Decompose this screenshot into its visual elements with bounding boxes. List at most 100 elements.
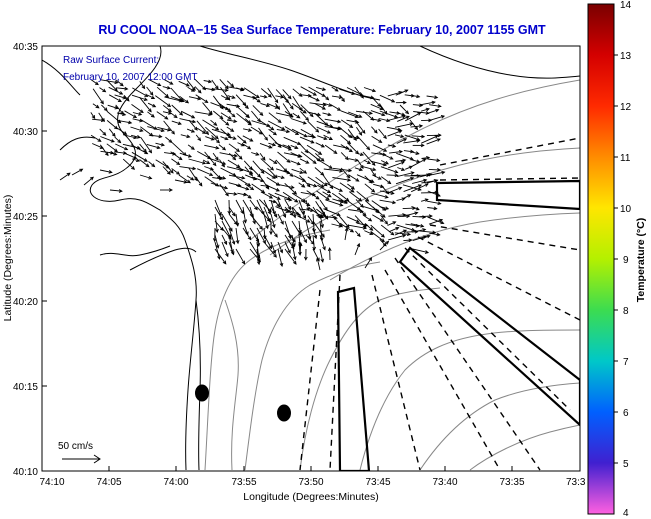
current-vector-head <box>131 166 136 170</box>
current-vector-head <box>133 155 138 160</box>
current-vector-head <box>152 103 157 108</box>
current-vector <box>270 227 278 238</box>
current-vector-head <box>408 238 413 243</box>
current-vector <box>210 119 217 126</box>
current-vector <box>147 102 156 108</box>
current-vector-head <box>436 138 441 142</box>
current-vector-head <box>360 203 364 208</box>
current-vector <box>380 166 398 173</box>
current-vector <box>92 143 104 149</box>
current-vector-head <box>263 235 267 240</box>
current-vector <box>243 128 252 132</box>
current-vector-head <box>222 146 227 151</box>
current-vector <box>164 96 183 102</box>
current-vector-head <box>435 108 440 113</box>
current-vector <box>348 174 359 182</box>
current-vector <box>319 220 323 241</box>
current-vector <box>291 206 296 218</box>
current-vector-head <box>389 156 394 160</box>
current-vector <box>277 213 284 225</box>
current-vector <box>290 160 301 165</box>
current-vector-head <box>178 156 183 161</box>
current-vector-head <box>362 212 367 217</box>
current-vector <box>259 95 267 98</box>
current-vector-head <box>167 103 172 108</box>
current-vector-head <box>276 203 281 208</box>
current-vector-head <box>249 172 253 177</box>
current-vector-head <box>187 154 193 158</box>
current-vector <box>170 96 185 102</box>
current-vector-head <box>337 126 342 131</box>
current-vector-head <box>268 195 274 199</box>
current-vector-head <box>320 171 325 176</box>
current-vector <box>411 94 420 98</box>
colorbar-label: Temperature (°C) <box>635 218 647 303</box>
current-vector-head <box>232 156 237 161</box>
current-vector-head <box>360 164 364 170</box>
current-vector-head <box>394 114 399 119</box>
current-vector <box>405 165 413 170</box>
current-vector <box>331 95 343 99</box>
current-vector-head <box>414 211 419 216</box>
current-vector-head <box>247 128 253 132</box>
current-vector-head <box>224 136 229 141</box>
current-vector-head <box>369 231 374 235</box>
current-vector <box>235 248 245 265</box>
polygon-southeast <box>398 246 580 427</box>
current-vector-head <box>355 135 360 140</box>
current-vector <box>260 191 273 199</box>
current-vector <box>171 168 180 175</box>
current-vector-head <box>358 114 363 118</box>
current-vector-head <box>296 211 301 216</box>
current-vector-head <box>347 178 352 182</box>
current-vector <box>148 161 155 167</box>
current-vector-head <box>271 142 277 147</box>
current-vector <box>219 152 237 157</box>
current-vector <box>379 94 395 103</box>
current-vector-head <box>337 119 342 124</box>
current-vector <box>140 119 158 130</box>
current-vector-head <box>197 96 202 101</box>
current-vector <box>332 177 351 181</box>
current-vector <box>307 120 319 133</box>
current-vector-head <box>358 131 363 136</box>
current-vector-head <box>139 128 144 132</box>
current-vector <box>228 136 236 140</box>
current-vector <box>323 175 333 189</box>
current-vector-head <box>390 231 395 236</box>
current-vector-head <box>94 81 99 86</box>
current-vector-head <box>420 224 425 228</box>
current-vector <box>211 88 228 91</box>
current-vector-head <box>214 156 219 161</box>
current-vector-head <box>392 144 397 148</box>
current-vector-head <box>100 118 106 123</box>
current-vector-head <box>320 184 325 188</box>
current-vector <box>346 216 360 223</box>
current-vector-head <box>219 115 224 120</box>
current-vector <box>410 158 426 168</box>
current-vector-head <box>222 176 227 180</box>
current-vector <box>162 111 172 114</box>
current-vector <box>114 136 121 143</box>
current-vector-head <box>402 158 407 163</box>
current-vector-head <box>362 226 368 230</box>
current-vector-head <box>311 192 317 197</box>
current-vector-head <box>257 118 261 123</box>
buoy-dot-2 <box>277 404 291 422</box>
current-vector <box>292 207 301 218</box>
current-vector <box>338 215 350 228</box>
current-vector-head <box>296 114 301 119</box>
current-vector <box>387 130 402 137</box>
current-vector <box>354 86 364 99</box>
current-vector-head <box>176 161 181 166</box>
current-vector <box>228 227 235 245</box>
current-vector-head <box>267 93 272 98</box>
current-vector-head <box>274 99 279 104</box>
current-vector <box>180 134 190 138</box>
current-vector-head <box>371 188 376 193</box>
current-vector-head <box>417 112 422 116</box>
current-vector <box>195 94 208 103</box>
current-vector <box>235 199 244 214</box>
current-vector <box>402 194 411 200</box>
current-vector-head <box>110 150 115 155</box>
